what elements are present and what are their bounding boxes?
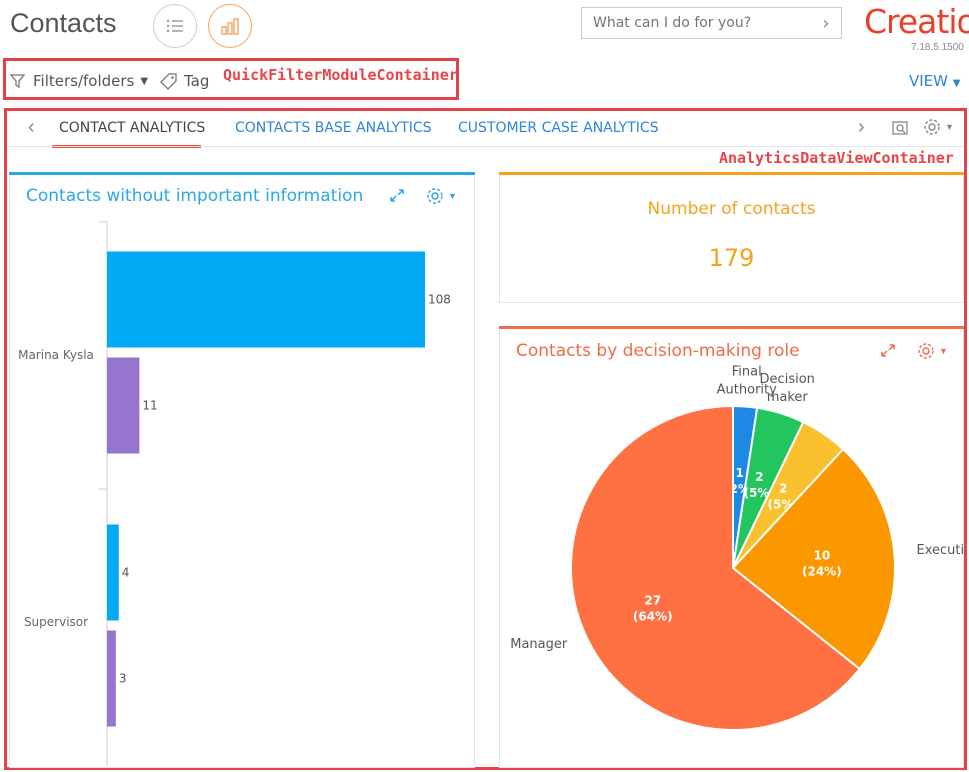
chevron-right-icon[interactable]: › (822, 12, 830, 34)
pie-category-label: Final Authority (717, 365, 777, 398)
missing-info-bar-chart: Marina Kysla 108 11 Supervisor 4 3 (18, 221, 451, 766)
analytics-annotation-label: AnalyticsDataViewContainer (719, 149, 954, 167)
bar-chart-icon (221, 18, 239, 35)
quick-filter-annotation-box (3, 58, 459, 100)
roles-widget-topbar (499, 326, 964, 329)
pie-value-label: 10 (813, 548, 830, 562)
tag-label: Tag (184, 72, 210, 90)
bar[interactable] (107, 357, 140, 454)
expand-icon[interactable] (388, 188, 406, 204)
pie-category-label: Executive (916, 543, 964, 558)
version-label: 7.18.5.1500 (911, 42, 964, 53)
caret-down-icon: ▼ (448, 191, 457, 201)
tabs-divider (9, 146, 964, 147)
pie-category-label: Decision maker (760, 372, 815, 405)
tab-contacts-base-analytics[interactable]: CONTACTS BASE ANALYTICS (235, 120, 432, 136)
command-input[interactable] (593, 15, 811, 31)
pie-value-label: 1 (735, 466, 743, 480)
missing-info-widget (9, 175, 475, 768)
roles-widget (499, 329, 964, 768)
pie-category-label: Manager (510, 637, 568, 652)
bar-data-label: 4 (122, 566, 130, 580)
view-button[interactable]: VIEW ▼ (909, 72, 960, 90)
caret-down-icon: ▼ (140, 75, 149, 87)
number-widget-value: 179 (708, 244, 755, 272)
number-widget-title: Number of contacts (647, 199, 816, 219)
roles-settings-button[interactable]: ▼ (916, 341, 948, 361)
search-folder-icon[interactable] (891, 119, 909, 137)
view-label: VIEW (909, 72, 948, 90)
missing-info-settings-button[interactable]: ▼ (425, 186, 457, 206)
creatio-logo: Creatio (864, 2, 969, 41)
gear-icon (918, 343, 934, 359)
missing-info-widget-title: Contacts without important information (26, 186, 364, 206)
caret-down-icon: ▼ (939, 346, 948, 356)
pie-value-label: 2 (779, 481, 787, 495)
number-widget-topbar (499, 172, 964, 175)
expand-icon[interactable] (879, 343, 897, 359)
chevron-right-icon[interactable]: › (858, 116, 865, 138)
page-title: Contacts (10, 8, 117, 38)
bar-data-label: 3 (119, 672, 127, 686)
tab-contact-analytics[interactable]: CONTACT ANALYTICS (59, 120, 206, 136)
analytics-view-button[interactable] (208, 4, 252, 48)
pie-slice[interactable] (570, 404, 862, 731)
roles-widget-title: Contacts by decision-making role (516, 341, 800, 361)
bar[interactable] (107, 630, 116, 727)
pie-percent-label: (24%) (802, 564, 842, 578)
filters-folders-label: Filters/folders (33, 72, 135, 90)
bar-category-label: Marina Kysla (18, 348, 94, 362)
caret-down-icon: ▼ (945, 122, 954, 132)
pie-percent-label: (64%) (633, 610, 673, 624)
filter-icon (9, 74, 26, 89)
bar-category-label: Supervisor (24, 615, 88, 629)
pie-value-label: 2 (755, 470, 763, 484)
analytics-annotation-box (4, 108, 967, 770)
tag-button[interactable]: Tag (160, 72, 209, 90)
command-line[interactable]: › (581, 7, 842, 39)
chevron-left-icon[interactable]: ‹ (28, 116, 35, 138)
bar[interactable] (107, 524, 119, 621)
gear-icon (924, 119, 940, 135)
bar[interactable] (107, 251, 425, 348)
filters-folders-button[interactable]: Filters/folders ▼ (9, 72, 148, 90)
gear-icon (427, 188, 443, 204)
bar-data-label: 11 (142, 399, 157, 413)
caret-down-icon: ▼ (952, 78, 961, 89)
number-widget (499, 175, 964, 303)
list-view-button[interactable] (153, 4, 197, 48)
bar-data-label: 108 (428, 293, 451, 307)
list-icon (166, 19, 183, 33)
tag-icon (160, 73, 177, 90)
tabs-settings-button[interactable]: ▼ (922, 117, 954, 137)
pie-slice[interactable] (731, 447, 896, 671)
pie-value-label: 27 (644, 594, 661, 608)
quick-filter-annotation-label: QuickFilterModuleContainer (223, 66, 458, 84)
tab-customer-case-analytics[interactable]: CUSTOMER CASE ANALYTICS (458, 120, 659, 136)
missing-info-widget-topbar (9, 172, 475, 175)
